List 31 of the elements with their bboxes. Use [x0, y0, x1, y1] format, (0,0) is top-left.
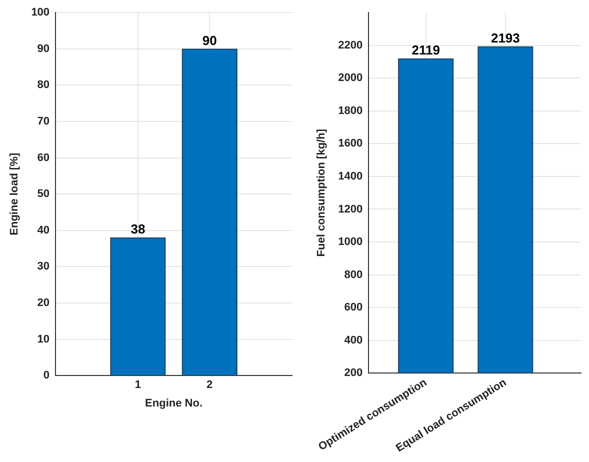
y-tick-label: 40 — [37, 224, 50, 236]
data-label: 2193 — [490, 30, 520, 46]
x-axis-title: Engine No. — [145, 397, 203, 410]
y-tick-label: 1200 — [338, 203, 363, 216]
y-tick-label: 2200 — [338, 39, 363, 52]
y-axis-title: Engine load [%] — [8, 152, 21, 236]
y-tick-label: 70 — [37, 116, 50, 128]
y-tick-label: 600 — [344, 302, 363, 314]
y-tick-label: 20 — [37, 297, 50, 310]
y-tick-label: 1800 — [338, 104, 363, 117]
y-tick-label: 800 — [344, 268, 363, 281]
y-tick-label: 1600 — [338, 138, 363, 150]
data-label: 38 — [130, 222, 146, 237]
y-tick-label: 80 — [37, 79, 50, 92]
data-label: 90 — [202, 32, 217, 48]
y-tick-label: 50 — [37, 188, 50, 200]
y-tick-label: 30 — [37, 260, 50, 273]
y-tick-label: 60 — [37, 152, 50, 164]
x-tick-label: 2 — [206, 379, 213, 392]
y-tick-label: 1400 — [338, 170, 363, 183]
y-axis-title: Fuel consumption [kg/h] — [316, 128, 328, 257]
y-tick-label: 0 — [43, 370, 50, 382]
y-tick-label: 90 — [37, 42, 50, 55]
y-tick-label: 400 — [344, 334, 363, 346]
data-label: 2119 — [412, 42, 440, 58]
y-tick-label: 10 — [37, 333, 50, 346]
x-tick-label: 1 — [134, 379, 142, 392]
y-tick-label: 100 — [31, 6, 50, 19]
y-tick-label: 200 — [344, 367, 363, 380]
y-tick-label: 1000 — [338, 236, 363, 248]
y-tick-label: 2000 — [338, 72, 363, 84]
